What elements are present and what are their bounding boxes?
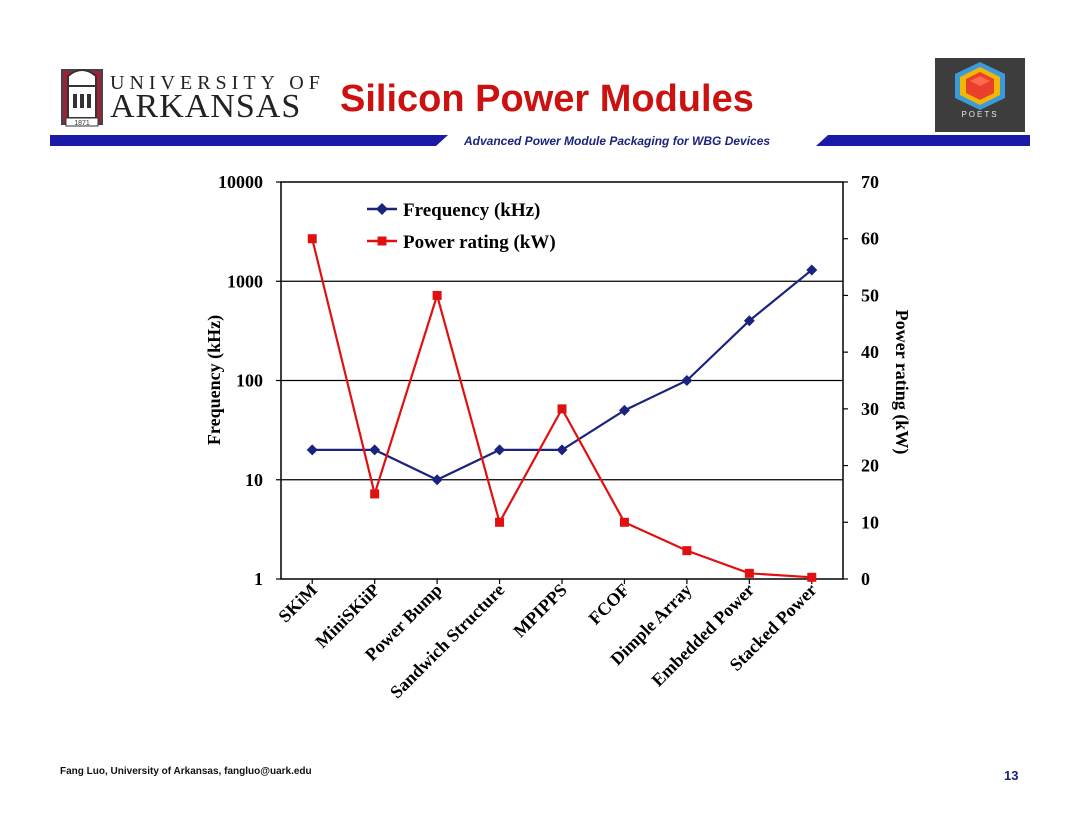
legend-power-label: Power rating (kW) — [403, 232, 556, 253]
right-tick-label: 0 — [861, 569, 870, 589]
poets-label: POETS — [961, 110, 999, 119]
grid-lines — [281, 280, 843, 481]
right-tick-label: 60 — [861, 229, 879, 249]
power-point — [370, 489, 380, 499]
series-layer — [306, 234, 818, 582]
frequency-point — [369, 444, 381, 456]
power-point — [557, 404, 567, 414]
category-label: FCOF — [584, 580, 633, 629]
poets-logo: POETS — [935, 58, 1025, 132]
right-tick-label: 10 — [861, 512, 879, 532]
power-point — [807, 572, 817, 582]
frequency-point — [806, 264, 818, 276]
power-point — [744, 568, 754, 578]
frequency-point — [618, 404, 630, 416]
y-axis-label: Frequency (kHz) — [204, 315, 225, 445]
old-main-crest-icon: 1871 — [61, 69, 103, 127]
right-axis-ticks: 0 10 20 30 40 50 60 70 — [843, 172, 879, 589]
frequency-point — [306, 444, 318, 456]
footer-author: Fang Luo, University of Arkansas, fanglu… — [60, 766, 312, 777]
frequency-point — [431, 474, 443, 486]
legend-frequency-label: Frequency (kHz) — [403, 200, 540, 221]
power-point — [495, 517, 505, 527]
slide-title: Silicon Power Modules — [340, 78, 754, 120]
frequency-point — [681, 375, 693, 386]
category-label: Sandwich Structure — [386, 580, 508, 702]
left-tick-label: 10000 — [218, 172, 263, 192]
left-axis-ticks: 1 10 100 1000 10000 — [218, 172, 281, 589]
left-tick-label: 1000 — [227, 271, 263, 291]
left-tick-label: 100 — [236, 371, 263, 391]
legend-power-marker — [377, 236, 387, 246]
left-tick-label: 1 — [254, 569, 263, 589]
right-tick-label: 50 — [861, 285, 879, 305]
university-line1: UNIVERSITY OF — [110, 72, 325, 94]
frequency-point — [743, 315, 755, 327]
power-point — [682, 546, 692, 556]
right-tick-label: 70 — [861, 172, 879, 192]
power-point — [307, 234, 317, 244]
legend-frequency-marker — [376, 203, 388, 215]
frequency-point — [556, 444, 568, 456]
crest-year: 1871 — [74, 120, 90, 127]
page-number: 13 — [1004, 768, 1019, 783]
category-label: SKiM — [274, 580, 321, 627]
power-point — [432, 290, 442, 300]
header-band — [50, 135, 1030, 146]
category-label: MPIPPS — [509, 580, 571, 642]
right-tick-label: 30 — [861, 399, 879, 419]
frequency-point — [494, 444, 506, 456]
legend: Frequency (kHz) Power rating (kW) — [367, 200, 556, 253]
y2-axis-label: Power rating (kW) — [891, 310, 912, 455]
poets-cube-icon — [955, 62, 1005, 110]
university-line2: ARKANSAS — [110, 88, 302, 125]
power-point — [619, 517, 629, 527]
left-tick-label: 10 — [245, 470, 263, 490]
university-logo: 1871 UNIVERSITY OF ARKANSAS — [60, 64, 320, 130]
slide-subtitle: Advanced Power Module Packaging for WBG … — [464, 134, 771, 148]
right-tick-label: 40 — [861, 342, 879, 362]
right-tick-label: 20 — [861, 456, 879, 476]
